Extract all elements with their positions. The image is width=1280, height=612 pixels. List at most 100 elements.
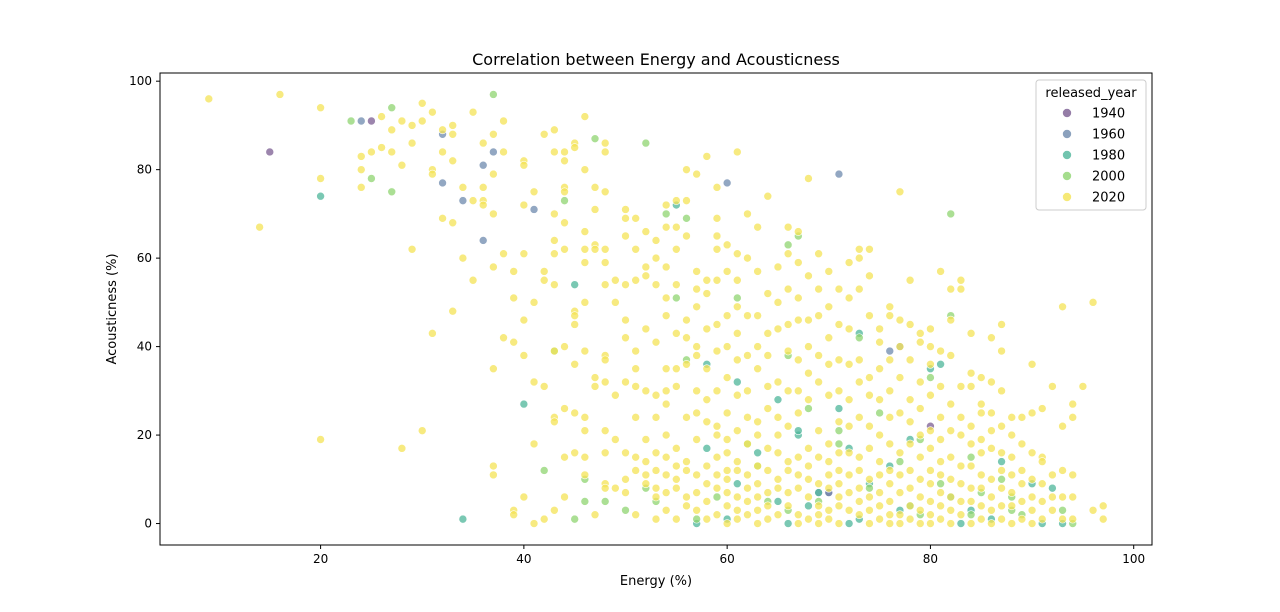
- data-point: [804, 271, 813, 281]
- data-point: [946, 399, 956, 409]
- data-point: [875, 324, 884, 334]
- legend-marker: [1062, 150, 1072, 160]
- data-point: [468, 196, 478, 205]
- data-point: [489, 169, 498, 179]
- data-point: [976, 514, 986, 524]
- y-axis-label: Acousticness (%): [105, 253, 120, 364]
- data-point: [733, 492, 742, 502]
- data-point: [489, 461, 498, 471]
- data-point: [793, 426, 803, 435]
- data-point: [1017, 413, 1027, 422]
- data-point: [976, 408, 986, 418]
- data-point: [783, 519, 793, 528]
- data-point: [946, 492, 956, 502]
- data-point: [753, 479, 762, 489]
- data-point: [814, 284, 823, 294]
- data-point: [600, 187, 610, 197]
- data-point: [428, 329, 437, 338]
- data-point: [915, 377, 925, 387]
- data-point: [743, 470, 752, 480]
- data-point: [448, 156, 458, 166]
- data-point: [580, 227, 590, 236]
- data-point: [560, 156, 569, 166]
- data-point: [407, 138, 417, 148]
- data-point: [722, 240, 732, 250]
- data-point: [478, 160, 488, 170]
- data-point: [702, 417, 712, 427]
- data-point: [824, 470, 834, 480]
- data-point: [783, 249, 793, 258]
- data-point: [580, 497, 590, 506]
- data-point: [895, 519, 905, 528]
- data-point: [936, 413, 945, 422]
- data-point: [733, 249, 742, 258]
- data-point: [722, 448, 732, 458]
- data-point: [458, 196, 468, 205]
- y-tick-label: 80: [137, 163, 152, 177]
- data-point: [773, 262, 783, 272]
- data-point: [722, 466, 732, 475]
- data-point: [915, 505, 925, 515]
- data-point: [997, 421, 1006, 431]
- data-point: [915, 475, 925, 484]
- data-point: [814, 249, 823, 258]
- data-point: [915, 329, 925, 338]
- data-point: [1037, 404, 1047, 413]
- data-point: [814, 501, 823, 511]
- data-point: [733, 377, 742, 387]
- data-point: [692, 342, 701, 351]
- data-point: [844, 488, 854, 497]
- data-point: [702, 514, 712, 524]
- data-point: [722, 178, 732, 188]
- data-point: [905, 501, 915, 511]
- data-point: [1068, 514, 1078, 524]
- data-point: [804, 368, 813, 378]
- data-point: [600, 426, 610, 435]
- data-point: [926, 426, 935, 435]
- data-point: [407, 244, 417, 254]
- data-point: [560, 452, 569, 462]
- data-point: [936, 382, 945, 391]
- data-point: [682, 466, 691, 475]
- data-point: [895, 448, 905, 458]
- data-point: [834, 492, 844, 502]
- data-point: [570, 359, 579, 369]
- data-point: [966, 421, 976, 431]
- series-2020: [204, 90, 1108, 528]
- data-point: [783, 501, 793, 511]
- data-point: [1088, 505, 1098, 515]
- data-point: [987, 426, 996, 435]
- data-point: [539, 129, 549, 139]
- data-point: [733, 329, 742, 338]
- data-point: [895, 315, 905, 325]
- data-point: [611, 435, 620, 444]
- data-point: [987, 333, 996, 343]
- data-point: [804, 475, 813, 484]
- data-point: [885, 479, 895, 489]
- data-point: [824, 514, 834, 524]
- data-point: [478, 236, 488, 245]
- data-point: [590, 382, 600, 391]
- data-point: [804, 315, 813, 325]
- data-point: [946, 475, 956, 484]
- data-point: [255, 222, 264, 232]
- data-point: [834, 479, 844, 489]
- data-point: [976, 435, 986, 444]
- data-point: [844, 395, 854, 404]
- data-point: [692, 505, 701, 515]
- data-point: [854, 413, 864, 422]
- data-point: [468, 275, 478, 285]
- data-point: [783, 421, 793, 431]
- y-tick-label: 40: [137, 340, 152, 354]
- data-point: [672, 329, 681, 338]
- data-point: [1027, 505, 1037, 515]
- data-point: [753, 364, 762, 374]
- data-point: [733, 147, 742, 157]
- data-point: [570, 514, 579, 524]
- data-point: [773, 395, 783, 404]
- legend-entry: 1980: [1062, 149, 1125, 164]
- data-point: [550, 125, 559, 135]
- data-point: [712, 386, 722, 396]
- data-point: [865, 475, 874, 484]
